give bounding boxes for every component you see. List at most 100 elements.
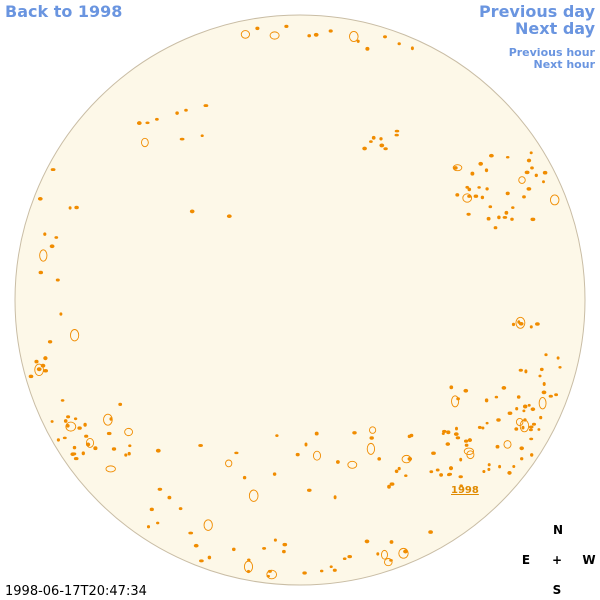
- contour: [459, 457, 463, 462]
- contour: [542, 180, 545, 184]
- contour: [155, 448, 161, 453]
- contour: [156, 521, 160, 525]
- contour: [484, 398, 489, 403]
- contour: [441, 432, 445, 435]
- contour: [179, 137, 185, 141]
- contour: [435, 468, 440, 472]
- contour: [362, 146, 367, 151]
- contour-layer: [28, 24, 562, 580]
- contour: [366, 442, 376, 455]
- contour: [451, 395, 460, 408]
- contour: [68, 206, 72, 210]
- contour: [530, 166, 534, 170]
- contour: [541, 390, 547, 395]
- contour: [145, 121, 150, 125]
- contour: [501, 386, 507, 390]
- contour: [77, 426, 82, 430]
- back-link[interactable]: Back to 1998: [5, 2, 122, 21]
- contour: [467, 438, 473, 443]
- contour: [72, 445, 77, 450]
- contour: [66, 415, 71, 419]
- contour: [128, 444, 132, 448]
- marker-link[interactable]: 1998: [451, 485, 479, 496]
- contour: [193, 543, 199, 548]
- contour: [538, 397, 547, 410]
- contour: [542, 170, 548, 175]
- compass-west: W: [582, 553, 595, 567]
- contour: [272, 472, 277, 476]
- contour: [304, 442, 308, 447]
- contour: [528, 428, 533, 432]
- contour: [381, 549, 388, 560]
- contour: [397, 466, 401, 471]
- contour: [34, 363, 44, 376]
- contour: [282, 542, 288, 547]
- contour: [530, 453, 534, 457]
- contour: [231, 547, 236, 552]
- contour: [449, 385, 454, 390]
- contour: [526, 158, 532, 163]
- contour: [497, 215, 501, 220]
- contour: [376, 552, 380, 556]
- contour: [146, 525, 151, 529]
- contour: [200, 134, 204, 137]
- contour: [428, 530, 433, 534]
- contour: [515, 406, 519, 411]
- contour: [445, 442, 451, 446]
- contour: [377, 457, 382, 461]
- contour: [478, 161, 484, 166]
- contour: [349, 31, 359, 42]
- contour: [496, 418, 501, 422]
- contour: [522, 409, 526, 413]
- contour: [118, 402, 123, 407]
- contour: [466, 212, 471, 216]
- contour: [503, 440, 512, 449]
- next-day-link[interactable]: Next day: [515, 19, 596, 38]
- contour: [246, 569, 251, 574]
- contour: [522, 404, 528, 409]
- contour: [463, 447, 475, 455]
- contour: [484, 168, 489, 173]
- next-hour-link[interactable]: Next hour: [534, 58, 596, 71]
- contour: [463, 439, 469, 443]
- contour: [347, 554, 353, 559]
- contour: [70, 452, 76, 457]
- contour: [255, 26, 260, 31]
- contour: [306, 488, 312, 492]
- contour: [516, 395, 521, 399]
- contour: [240, 30, 250, 39]
- contour: [329, 565, 333, 569]
- contour: [203, 519, 213, 531]
- contour: [39, 249, 48, 262]
- contour: [455, 193, 460, 197]
- contour: [510, 217, 514, 221]
- contour: [439, 473, 444, 477]
- contour: [481, 426, 485, 430]
- previous-hour-link[interactable]: Previous hour: [509, 46, 596, 59]
- contour: [394, 133, 399, 137]
- contour: [313, 450, 321, 461]
- contour: [389, 540, 394, 544]
- contour: [534, 173, 538, 178]
- contour: [518, 368, 523, 372]
- contour: [467, 187, 472, 192]
- contour: [124, 453, 128, 457]
- contour: [502, 215, 508, 219]
- contour: [226, 214, 232, 219]
- contour: [60, 399, 65, 402]
- contour: [248, 489, 259, 502]
- contour: [63, 419, 68, 423]
- contour: [512, 465, 516, 468]
- contour: [442, 429, 447, 433]
- contour: [518, 176, 526, 184]
- contour: [157, 487, 163, 491]
- contour: [549, 194, 560, 206]
- contour: [74, 205, 79, 210]
- contour: [485, 421, 489, 425]
- contour: [447, 473, 451, 477]
- contour: [384, 558, 393, 567]
- contour: [342, 557, 347, 560]
- contour: [262, 546, 267, 550]
- previous-day-link[interactable]: Previous day: [479, 2, 596, 21]
